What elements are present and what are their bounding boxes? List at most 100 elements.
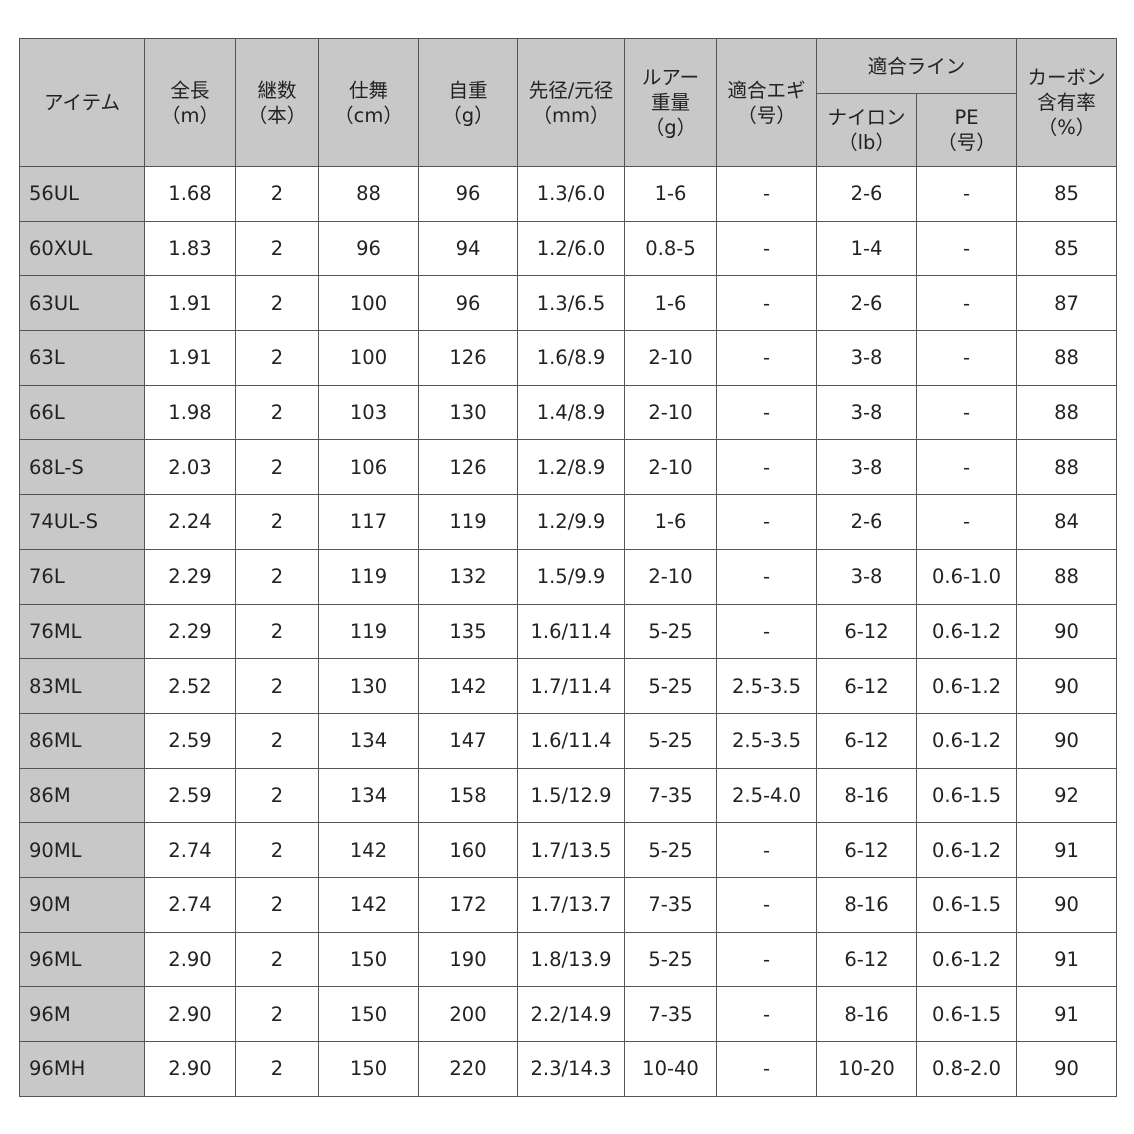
table-cell: 130 xyxy=(318,658,419,714)
table-cell: 2 xyxy=(235,166,319,222)
table-cell: 1.2/9.9 xyxy=(517,494,625,550)
table-cell: 2-10 xyxy=(624,439,717,496)
table-cell: 91 xyxy=(1016,931,1118,988)
table-row: 63UL 1.91 2 100 96 1.3/6.5 1-6-2-6-87 xyxy=(19,275,1118,332)
table-cell: - xyxy=(716,603,817,660)
table-cell: 2.74 xyxy=(144,822,236,878)
header-line: PE xyxy=(954,106,979,129)
table-cell: 2.5-4.0 xyxy=(716,767,817,824)
table-cell: 94 xyxy=(418,220,518,277)
table-cell: 1.83 xyxy=(144,220,236,277)
table-cell: 130 xyxy=(418,384,518,441)
table-cell: 1-6 xyxy=(624,166,717,222)
table-cell: 10-40 xyxy=(624,1041,717,1097)
table-cell: 2.90 xyxy=(144,986,236,1042)
table-cell: 0.6-1.5 xyxy=(915,876,1018,933)
header-line: 適合エギ xyxy=(727,78,806,102)
table-cell: 5-25 xyxy=(624,822,717,878)
header-line: （mm） xyxy=(532,103,610,127)
table-cell: 103 xyxy=(318,384,419,441)
header-cell: ルアー 重量 （g） xyxy=(624,38,717,167)
header-line: （m） xyxy=(161,103,219,127)
header-cell: アイテム xyxy=(19,38,145,167)
table-cell: - xyxy=(716,1041,817,1097)
table-cell: 5-25 xyxy=(624,658,717,714)
table-cell: - xyxy=(716,986,817,1042)
table-cell: 142 xyxy=(318,822,419,878)
header-line: （lb） xyxy=(838,131,895,154)
table-cell: 1.2/8.9 xyxy=(517,439,625,496)
table-cell: - xyxy=(716,494,817,550)
header-line: 含有率 xyxy=(1037,91,1096,114)
table-cell: 0.6-1.2 xyxy=(915,603,1018,660)
table-cell: 2 xyxy=(235,494,319,550)
table-row: 74UL-S 2.24 2 117 119 1.2/9.9 1-6-2-6-84 xyxy=(19,494,1118,550)
table-cell: 90 xyxy=(1016,712,1118,769)
table-row: 86ML 2.59 2 134 147 1.6/11.4 5-25 2.5-3.5 6-12 0.… xyxy=(19,712,1118,769)
header-row: ナイロン （lb） PE （号） xyxy=(20,93,1117,167)
item-cell: 76L xyxy=(19,548,145,605)
table-cell: - xyxy=(716,931,817,988)
table-cell: 1.5/12.9 xyxy=(517,767,625,824)
table-cell: 1.7/11.4 xyxy=(517,658,625,714)
header-cell: ナイロン （lb） xyxy=(816,93,917,167)
table-cell: 1.7/13.7 xyxy=(517,876,625,933)
header-row: アイテム 全長 （m） 継数 （本） 仕舞 （cm） 自重 （g） 先径/元径 （mm） ルアー 重量（… xyxy=(19,38,1118,167)
table-cell: 2 xyxy=(235,822,319,878)
table-cell: 1.3/6.0 xyxy=(517,166,625,222)
item-cell: 56UL xyxy=(19,166,145,222)
table-cell: 2 xyxy=(235,931,319,988)
table-cell: 132 xyxy=(418,548,518,605)
item-cell: 90ML xyxy=(19,822,145,878)
table-cell: 1.7/13.5 xyxy=(517,822,625,878)
table-cell: 0.6-1.2 xyxy=(915,931,1018,988)
table-row: 60XUL 1.83 2 96 94 1.2/6.0 0.8-5-1-4-85 xyxy=(19,220,1118,277)
table-cell: 2.90 xyxy=(144,1041,236,1097)
item-cell: 63UL xyxy=(19,275,145,332)
table-cell: 85 xyxy=(1016,220,1118,277)
header-line: 継数 xyxy=(257,78,297,102)
item-cell: 66L xyxy=(19,384,145,441)
table-cell: 3-8 xyxy=(816,548,917,605)
header-cell: 全長 （m） xyxy=(144,38,236,167)
header-line: 全長 xyxy=(170,78,210,102)
table-cell: 0.8-5 xyxy=(624,220,717,277)
table-cell: 88 xyxy=(1016,439,1118,496)
table-cell: 3-8 xyxy=(816,330,917,386)
table-cell: 2-6 xyxy=(816,166,917,222)
table-cell: 2.03 xyxy=(144,439,236,496)
table-cell: 2 xyxy=(235,603,319,660)
table-cell: 0.6-1.5 xyxy=(915,767,1018,824)
table-cell: 2.29 xyxy=(144,603,236,660)
table-cell: 8-16 xyxy=(816,986,917,1042)
table-cell: 100 xyxy=(318,275,419,332)
header-line: （号） xyxy=(737,103,796,127)
header-line: 仕舞 xyxy=(348,78,388,102)
table-cell: - xyxy=(915,330,1018,386)
header-line: ルアー xyxy=(641,66,700,89)
table-cell: 147 xyxy=(418,712,518,769)
table-cell: 2-6 xyxy=(816,275,917,332)
header-group: 適合ライン xyxy=(815,38,1018,94)
table-cell: 5-25 xyxy=(624,603,717,660)
table-cell: 2 xyxy=(235,220,319,277)
table-row: 83ML 2.52 2 130 142 1.7/11.4 5-25 2.5-3.5 6-12 0.… xyxy=(19,658,1118,714)
table-cell: 92 xyxy=(1016,767,1118,824)
table-cell: 96 xyxy=(418,275,518,332)
header-cell: 仕舞 （cm） xyxy=(318,38,419,167)
table-cell: - xyxy=(716,384,817,441)
table-cell: 2 xyxy=(235,439,319,496)
table-cell: 220 xyxy=(418,1041,518,1097)
table-cell: 90 xyxy=(1016,603,1118,660)
table-cell: 158 xyxy=(418,767,518,824)
table-cell: 3-8 xyxy=(816,384,917,441)
header-line: ナイロン xyxy=(827,106,906,129)
table-cell: 2.74 xyxy=(144,876,236,933)
header-cell: 自重 （g） xyxy=(418,38,518,167)
spec-table: アイテム 全長 （m） 継数 （本） 仕舞 （cm） 自重 （g） 先径/元径 （mm） ルアー 重量（… xyxy=(19,38,1118,1097)
table-cell: 2 xyxy=(235,275,319,332)
table-cell: 2 xyxy=(235,767,319,824)
table-cell: - xyxy=(716,330,817,386)
table-cell: 1.91 xyxy=(144,330,236,386)
